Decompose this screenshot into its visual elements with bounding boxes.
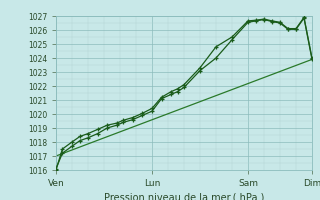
X-axis label: Pression niveau de la mer ( hPa ): Pression niveau de la mer ( hPa ) (104, 192, 264, 200)
